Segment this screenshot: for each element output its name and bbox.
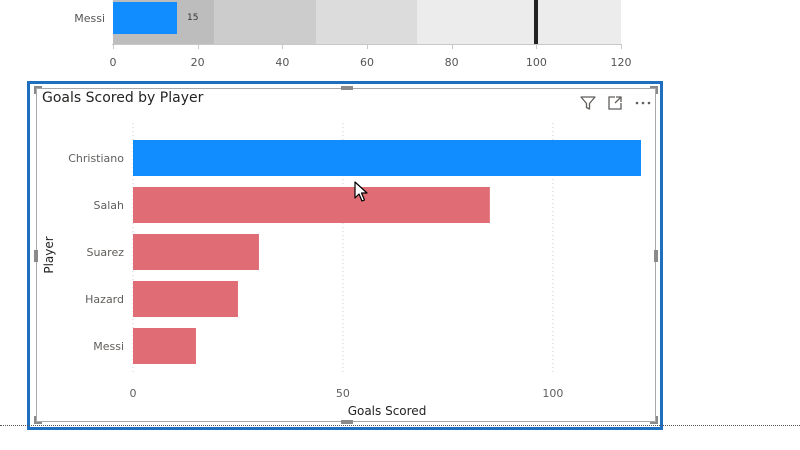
y-category-label: Messi xyxy=(93,340,124,353)
bullet-axis-tick-label: 20 xyxy=(190,56,205,69)
bullet-band-4 xyxy=(417,0,621,44)
resize-handle-top-right[interactable] xyxy=(650,86,658,94)
bullet-axis-tick-label: 100 xyxy=(525,56,547,69)
bar-christiano[interactable] xyxy=(133,140,641,176)
bullet-band-3 xyxy=(316,0,417,44)
page-boundary-line xyxy=(0,425,800,426)
bullet-axis-tick xyxy=(536,44,538,49)
bar-salah[interactable] xyxy=(133,187,490,223)
resize-handle-left[interactable] xyxy=(34,250,38,262)
mouse-cursor-icon xyxy=(354,181,368,207)
bullet-axis-tick xyxy=(621,44,622,49)
bullet-value-bar[interactable] xyxy=(113,2,177,34)
bullet-target-marker xyxy=(534,0,539,44)
bar-hazard[interactable] xyxy=(133,281,238,317)
visual-title: Goals Scored by Player xyxy=(42,90,204,106)
bullet-axis-tick-label: 0 xyxy=(109,56,117,69)
bullet-axis-tick-label: 120 xyxy=(610,56,632,69)
top-bullet-chart[interactable]: Messi 15 0 20 40 60 80 100 120 xyxy=(0,0,800,80)
bullet-band-2 xyxy=(214,0,316,44)
bullet-value-label: 15 xyxy=(187,13,199,23)
bullet-axis-tick xyxy=(197,44,199,49)
more-options-icon[interactable] xyxy=(634,94,652,112)
bullet-axis-tick-label: 40 xyxy=(275,56,290,69)
bullet-axis-tick xyxy=(282,44,284,49)
y-category-label: Suarez xyxy=(86,246,124,259)
bullet-axis-tick xyxy=(451,44,453,49)
x-tick-label: 50 xyxy=(336,387,350,400)
bullet-axis-tick xyxy=(367,44,368,49)
bullet-axis-tick-label: 60 xyxy=(360,56,374,69)
y-category-label: Hazard xyxy=(85,293,124,306)
bullet-row-label: Messi xyxy=(74,12,105,25)
resize-handle-bottom-left[interactable] xyxy=(34,416,42,424)
bar-suarez[interactable] xyxy=(133,234,259,270)
bullet-axis-tick-label: 80 xyxy=(444,56,459,69)
bullet-axis-tick xyxy=(113,44,114,49)
x-tick-label: 0 xyxy=(130,387,137,400)
filter-icon[interactable] xyxy=(579,94,597,112)
resize-handle-right[interactable] xyxy=(654,250,658,262)
goals-bar-chart: 0 50 100 Christiano Salah Suarez Hazard Messi xyxy=(68,123,641,400)
resize-handle-bottom[interactable] xyxy=(341,420,353,424)
y-category-label: Christiano xyxy=(68,152,124,165)
y-category-label: Salah xyxy=(94,199,125,212)
focus-mode-icon[interactable] xyxy=(606,94,624,112)
resize-handle-top[interactable] xyxy=(341,86,353,90)
x-axis-title: Goals Scored xyxy=(347,404,427,418)
x-tick-label: 100 xyxy=(542,387,563,400)
bar-messi[interactable] xyxy=(133,328,196,364)
resize-handle-bottom-right[interactable] xyxy=(650,416,658,424)
y-axis-title: Player xyxy=(42,236,56,274)
resize-handle-top-left[interactable] xyxy=(34,86,42,94)
visual-selection-frame xyxy=(27,81,663,430)
